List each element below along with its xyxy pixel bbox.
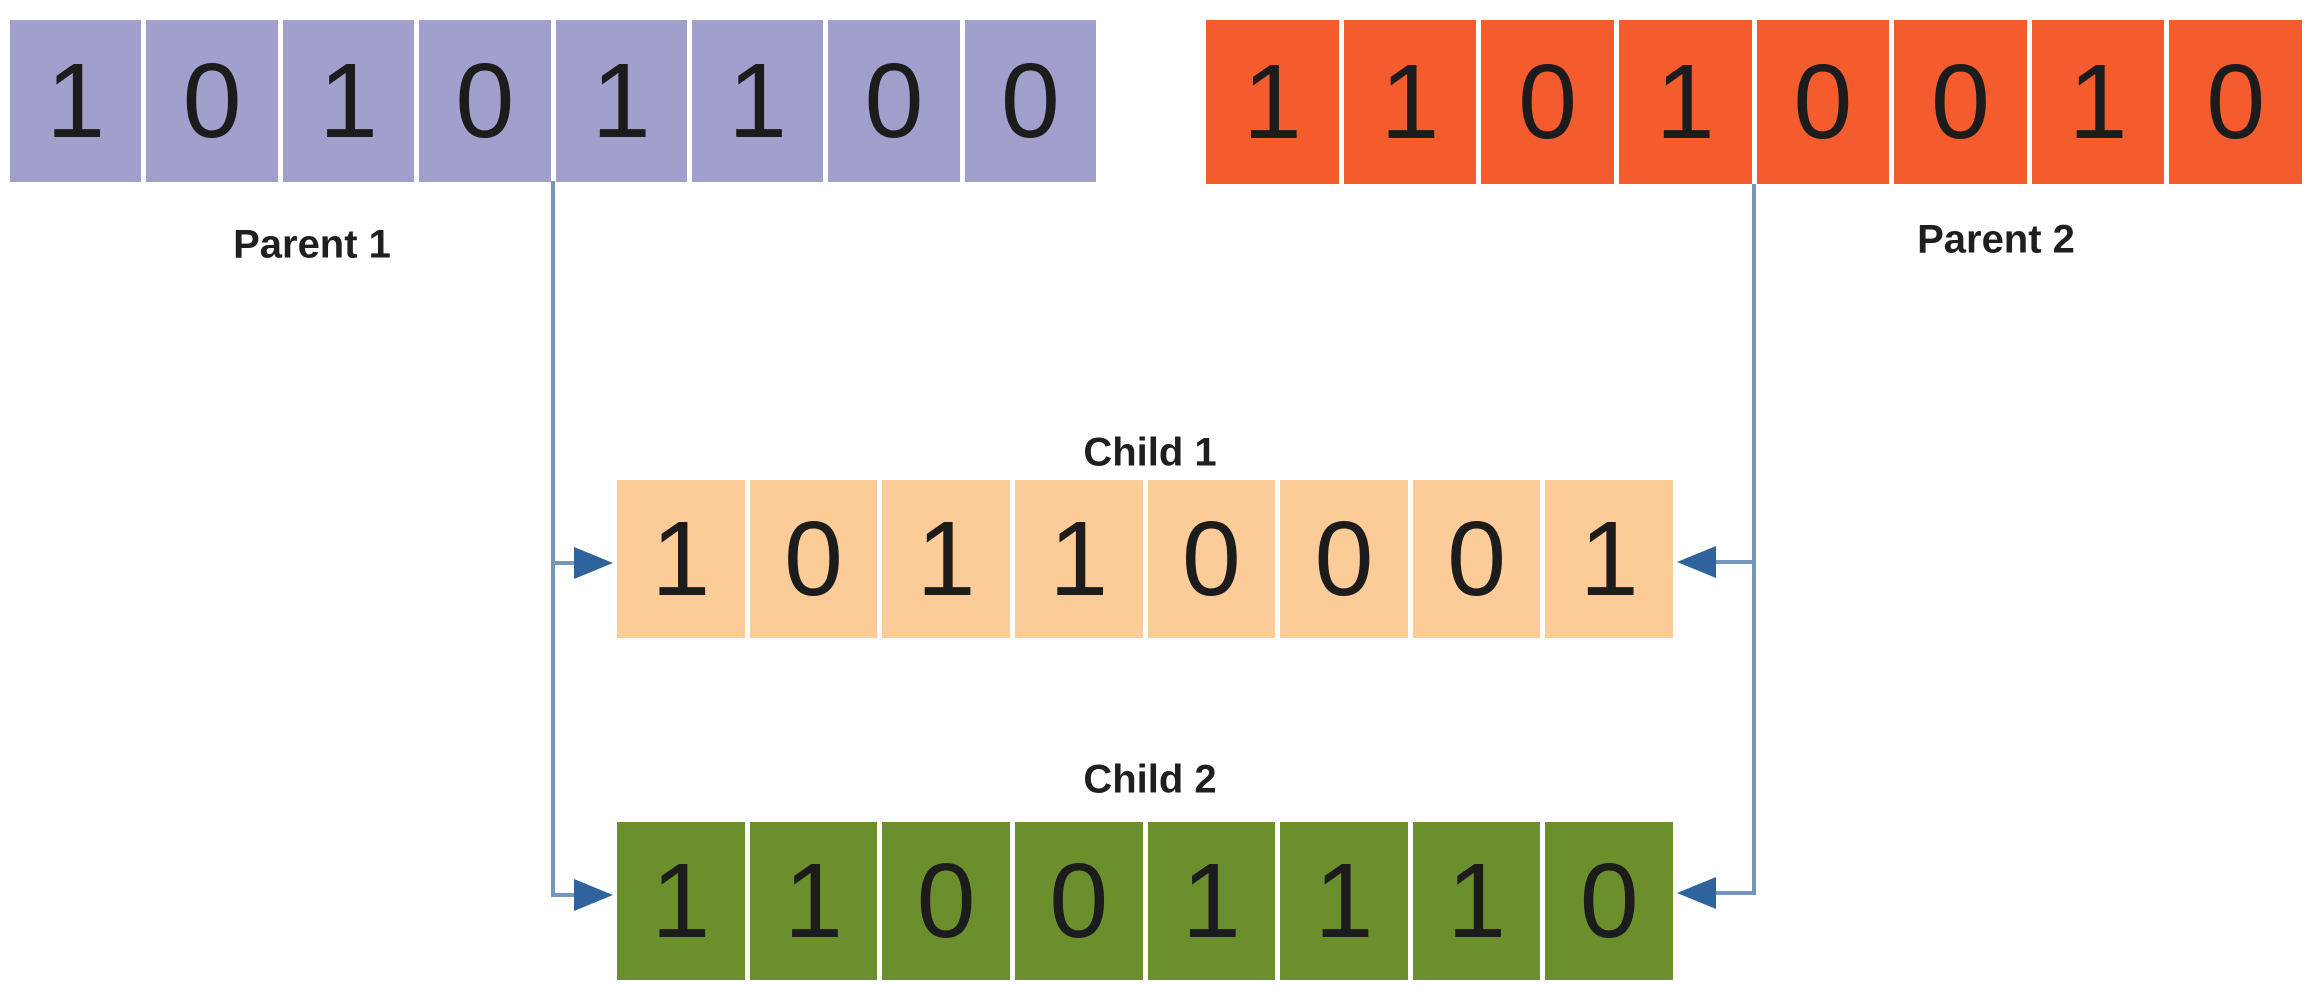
parent2-label: Parent 2 bbox=[1917, 217, 2075, 262]
parent1-label: Parent 1 bbox=[233, 222, 391, 267]
bit-cell: 0 bbox=[1481, 20, 1614, 184]
bit-cell: 1 bbox=[2031, 20, 2165, 184]
bit-cell: 1 bbox=[691, 20, 824, 182]
bit-cell: 1 bbox=[617, 480, 745, 638]
bit-cell: 0 bbox=[1014, 822, 1143, 980]
bit-cell: 0 bbox=[2169, 20, 2302, 184]
bit-cell: 1 bbox=[555, 20, 687, 182]
bit-cell: 1 bbox=[1545, 480, 1673, 638]
bit-cell: 0 bbox=[1280, 480, 1408, 638]
bit-cell: 0 bbox=[146, 20, 278, 182]
bit-cell: 0 bbox=[1412, 480, 1541, 638]
bit-cell: 1 bbox=[282, 20, 415, 182]
bit-cell: 0 bbox=[749, 480, 878, 638]
bit-cell: 1 bbox=[1147, 822, 1276, 980]
bit-cell: 0 bbox=[882, 822, 1010, 980]
parent2-to-children-line bbox=[1712, 184, 1756, 895]
bit-cell: 1 bbox=[10, 20, 142, 182]
arrow-left-icon bbox=[1677, 877, 1716, 909]
bit-cell: 1 bbox=[1206, 20, 1339, 184]
bit-cell: 1 bbox=[1343, 20, 1477, 184]
bit-cell: 0 bbox=[419, 20, 551, 182]
parent1-to-children-line bbox=[551, 181, 580, 897]
child2-label: Child 2 bbox=[1083, 757, 1217, 802]
bit-cell: 1 bbox=[882, 480, 1010, 638]
bit-cell: 0 bbox=[1147, 480, 1276, 638]
bit-cell: 0 bbox=[1545, 822, 1673, 980]
bit-cell: 0 bbox=[1894, 20, 2027, 184]
bit-cell: 0 bbox=[1756, 20, 1890, 184]
bit-cell: 1 bbox=[1014, 480, 1143, 638]
arrow-right-icon bbox=[574, 547, 613, 579]
bit-cell: 1 bbox=[1618, 20, 1752, 184]
bit-cell: 1 bbox=[1280, 822, 1408, 980]
bit-cell: 0 bbox=[828, 20, 960, 182]
bit-cell: 1 bbox=[617, 822, 745, 980]
arrow-right-icon bbox=[574, 879, 613, 911]
bit-cell: 1 bbox=[1412, 822, 1541, 980]
bit-cell: 0 bbox=[964, 20, 1096, 182]
bit-cell: 1 bbox=[749, 822, 878, 980]
child1-label: Child 1 bbox=[1083, 430, 1217, 475]
arrow-left-icon bbox=[1677, 546, 1716, 578]
